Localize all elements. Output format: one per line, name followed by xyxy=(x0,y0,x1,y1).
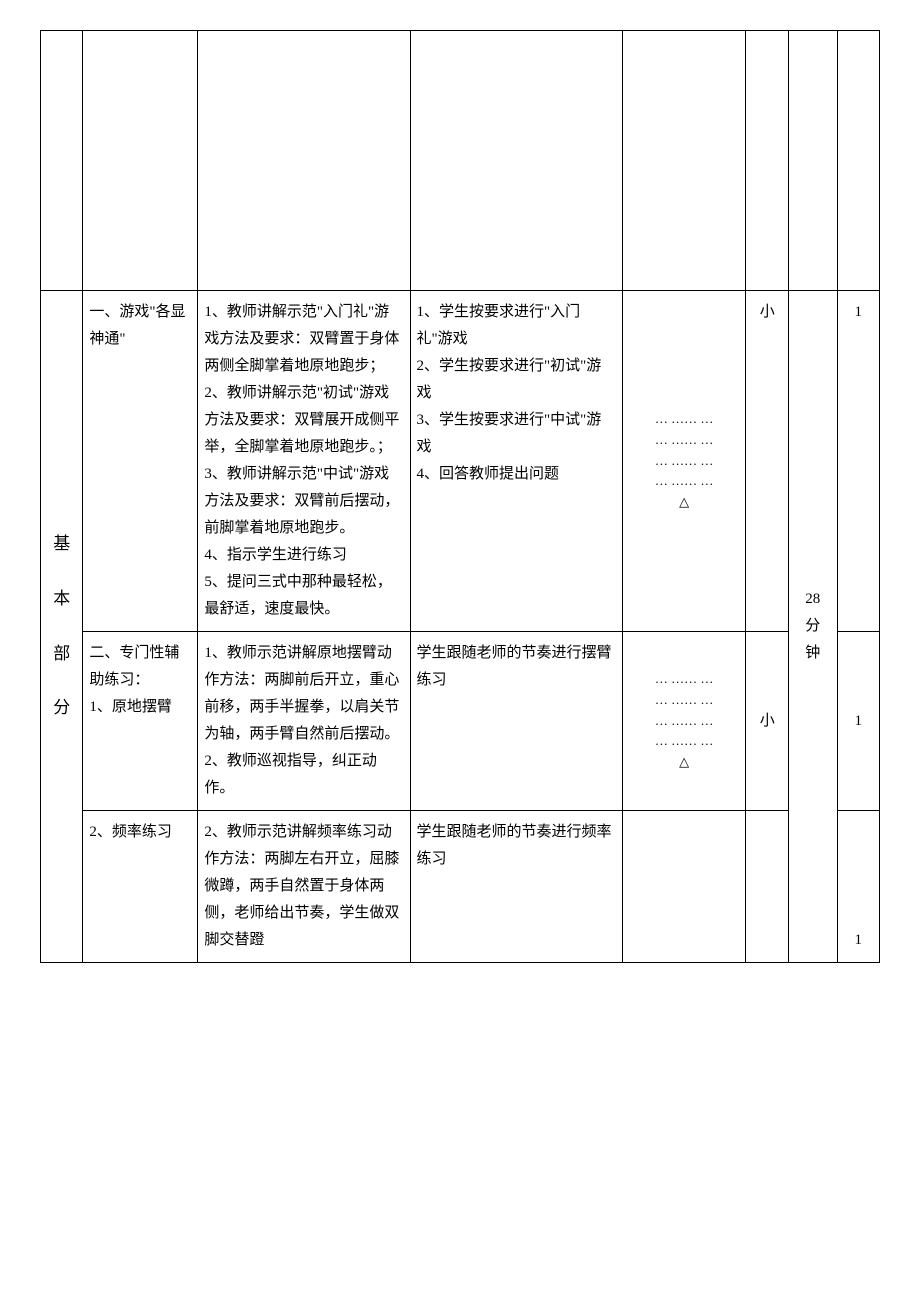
intensity-cell: 小 xyxy=(746,632,788,811)
teacher-text: 1、教师示范讲解原地摆臂动作方法：两脚前后开立，重心前移，两手半握拳，以肩关节为… xyxy=(204,640,403,802)
diagram-line: △ xyxy=(629,752,740,773)
diagram-cell: … …… … … …… … … …… … … …… … △ xyxy=(622,632,746,811)
teacher-cell: 1、教师讲解示范"入门礼"游戏方法及要求：双臂置于身体两侧全脚掌着地原地跑步；2… xyxy=(198,291,410,632)
activity-text: 二、专门性辅助练习：1、原地摆臂 xyxy=(89,640,191,721)
section-char: 基 xyxy=(43,529,80,560)
reps-text: 1 xyxy=(855,932,863,948)
content-row-2: 二、专门性辅助练习：1、原地摆臂 1、教师示范讲解原地摆臂动作方法：两脚前后开立… xyxy=(41,632,880,811)
intensity-text: 小 xyxy=(760,304,775,320)
intensity-cell xyxy=(746,811,788,963)
activity-cell: 二、专门性辅助练习：1、原地摆臂 xyxy=(83,632,198,811)
diagram-line: … …… … xyxy=(629,669,740,690)
activity-text: 一、游戏"各显神通" xyxy=(89,299,191,353)
diagram-line: … …… … xyxy=(629,451,740,472)
top-empty-row xyxy=(41,31,880,291)
empty-cell xyxy=(410,31,622,291)
formation-diagram: … …… … … …… … … …… … … …… … △ xyxy=(629,669,740,773)
diagram-line: … …… … xyxy=(629,471,740,492)
reps-cell: 1 xyxy=(837,632,879,811)
teacher-cell: 2、教师示范讲解频率练习动作方法：两脚左右开立，屈膝微蹲，两手自然置于身体两侧，… xyxy=(198,811,410,963)
section-char: 本 xyxy=(43,584,80,615)
teacher-cell: 1、教师示范讲解原地摆臂动作方法：两脚前后开立，重心前移，两手半握拳，以肩关节为… xyxy=(198,632,410,811)
diagram-cell: … …… … … …… … … …… … … …… … △ xyxy=(622,291,746,632)
formation-diagram: … …… … … …… … … …… … … …… … △ xyxy=(629,409,740,513)
empty-cell xyxy=(837,31,879,291)
intensity-text: 小 xyxy=(760,713,775,729)
student-cell: 学生跟随老师的节奏进行频率练习 xyxy=(410,811,622,963)
activity-cell: 2、频率练习 xyxy=(83,811,198,963)
student-text: 学生跟随老师的节奏进行摆臂练习 xyxy=(417,640,616,694)
reps-cell: 1 xyxy=(837,291,879,632)
activity-cell: 一、游戏"各显神通" xyxy=(83,291,198,632)
diagram-line: … …… … xyxy=(629,690,740,711)
time-text: 28分钟 xyxy=(795,586,831,667)
diagram-cell xyxy=(622,811,746,963)
intensity-cell: 小 xyxy=(746,291,788,632)
empty-cell xyxy=(788,31,837,291)
teacher-text: 2、教师示范讲解频率练习动作方法：两脚左右开立，屈膝微蹲，两手自然置于身体两侧，… xyxy=(204,819,403,954)
empty-cell xyxy=(41,31,83,291)
reps-cell: 1 xyxy=(837,811,879,963)
content-row-3: 2、频率练习 2、教师示范讲解频率练习动作方法：两脚左右开立，屈膝微蹲，两手自然… xyxy=(41,811,880,963)
student-cell: 1、学生按要求进行"入门礼"游戏2、学生按要求进行"初试"游戏3、学生按要求进行… xyxy=(410,291,622,632)
empty-cell xyxy=(622,31,746,291)
diagram-line: … …… … xyxy=(629,409,740,430)
student-cell: 学生跟随老师的节奏进行摆臂练习 xyxy=(410,632,622,811)
section-char: 部 xyxy=(43,639,80,670)
lesson-plan-table: 基 本 部 分 一、游戏"各显神通" 1、教师讲解示范"入门礼"游戏方法及要求：… xyxy=(40,30,880,963)
section-label: 基 本 部 分 xyxy=(41,291,83,963)
teacher-text: 1、教师讲解示范"入门礼"游戏方法及要求：双臂置于身体两侧全脚掌着地原地跑步；2… xyxy=(204,299,403,623)
diagram-line: … …… … xyxy=(629,711,740,732)
section-char: 分 xyxy=(43,693,80,724)
empty-cell xyxy=(746,31,788,291)
diagram-line: … …… … xyxy=(629,430,740,451)
student-text: 1、学生按要求进行"入门礼"游戏2、学生按要求进行"初试"游戏3、学生按要求进行… xyxy=(417,299,616,488)
empty-cell xyxy=(83,31,198,291)
student-text: 学生跟随老师的节奏进行频率练习 xyxy=(417,819,616,873)
activity-text: 2、频率练习 xyxy=(89,819,191,846)
time-cell: 28分钟 xyxy=(788,291,837,963)
empty-cell xyxy=(198,31,410,291)
content-row-1: 基 本 部 分 一、游戏"各显神通" 1、教师讲解示范"入门礼"游戏方法及要求：… xyxy=(41,291,880,632)
reps-text: 1 xyxy=(855,713,863,729)
reps-text: 1 xyxy=(855,304,863,320)
diagram-line: △ xyxy=(629,492,740,513)
diagram-line: … …… … xyxy=(629,731,740,752)
